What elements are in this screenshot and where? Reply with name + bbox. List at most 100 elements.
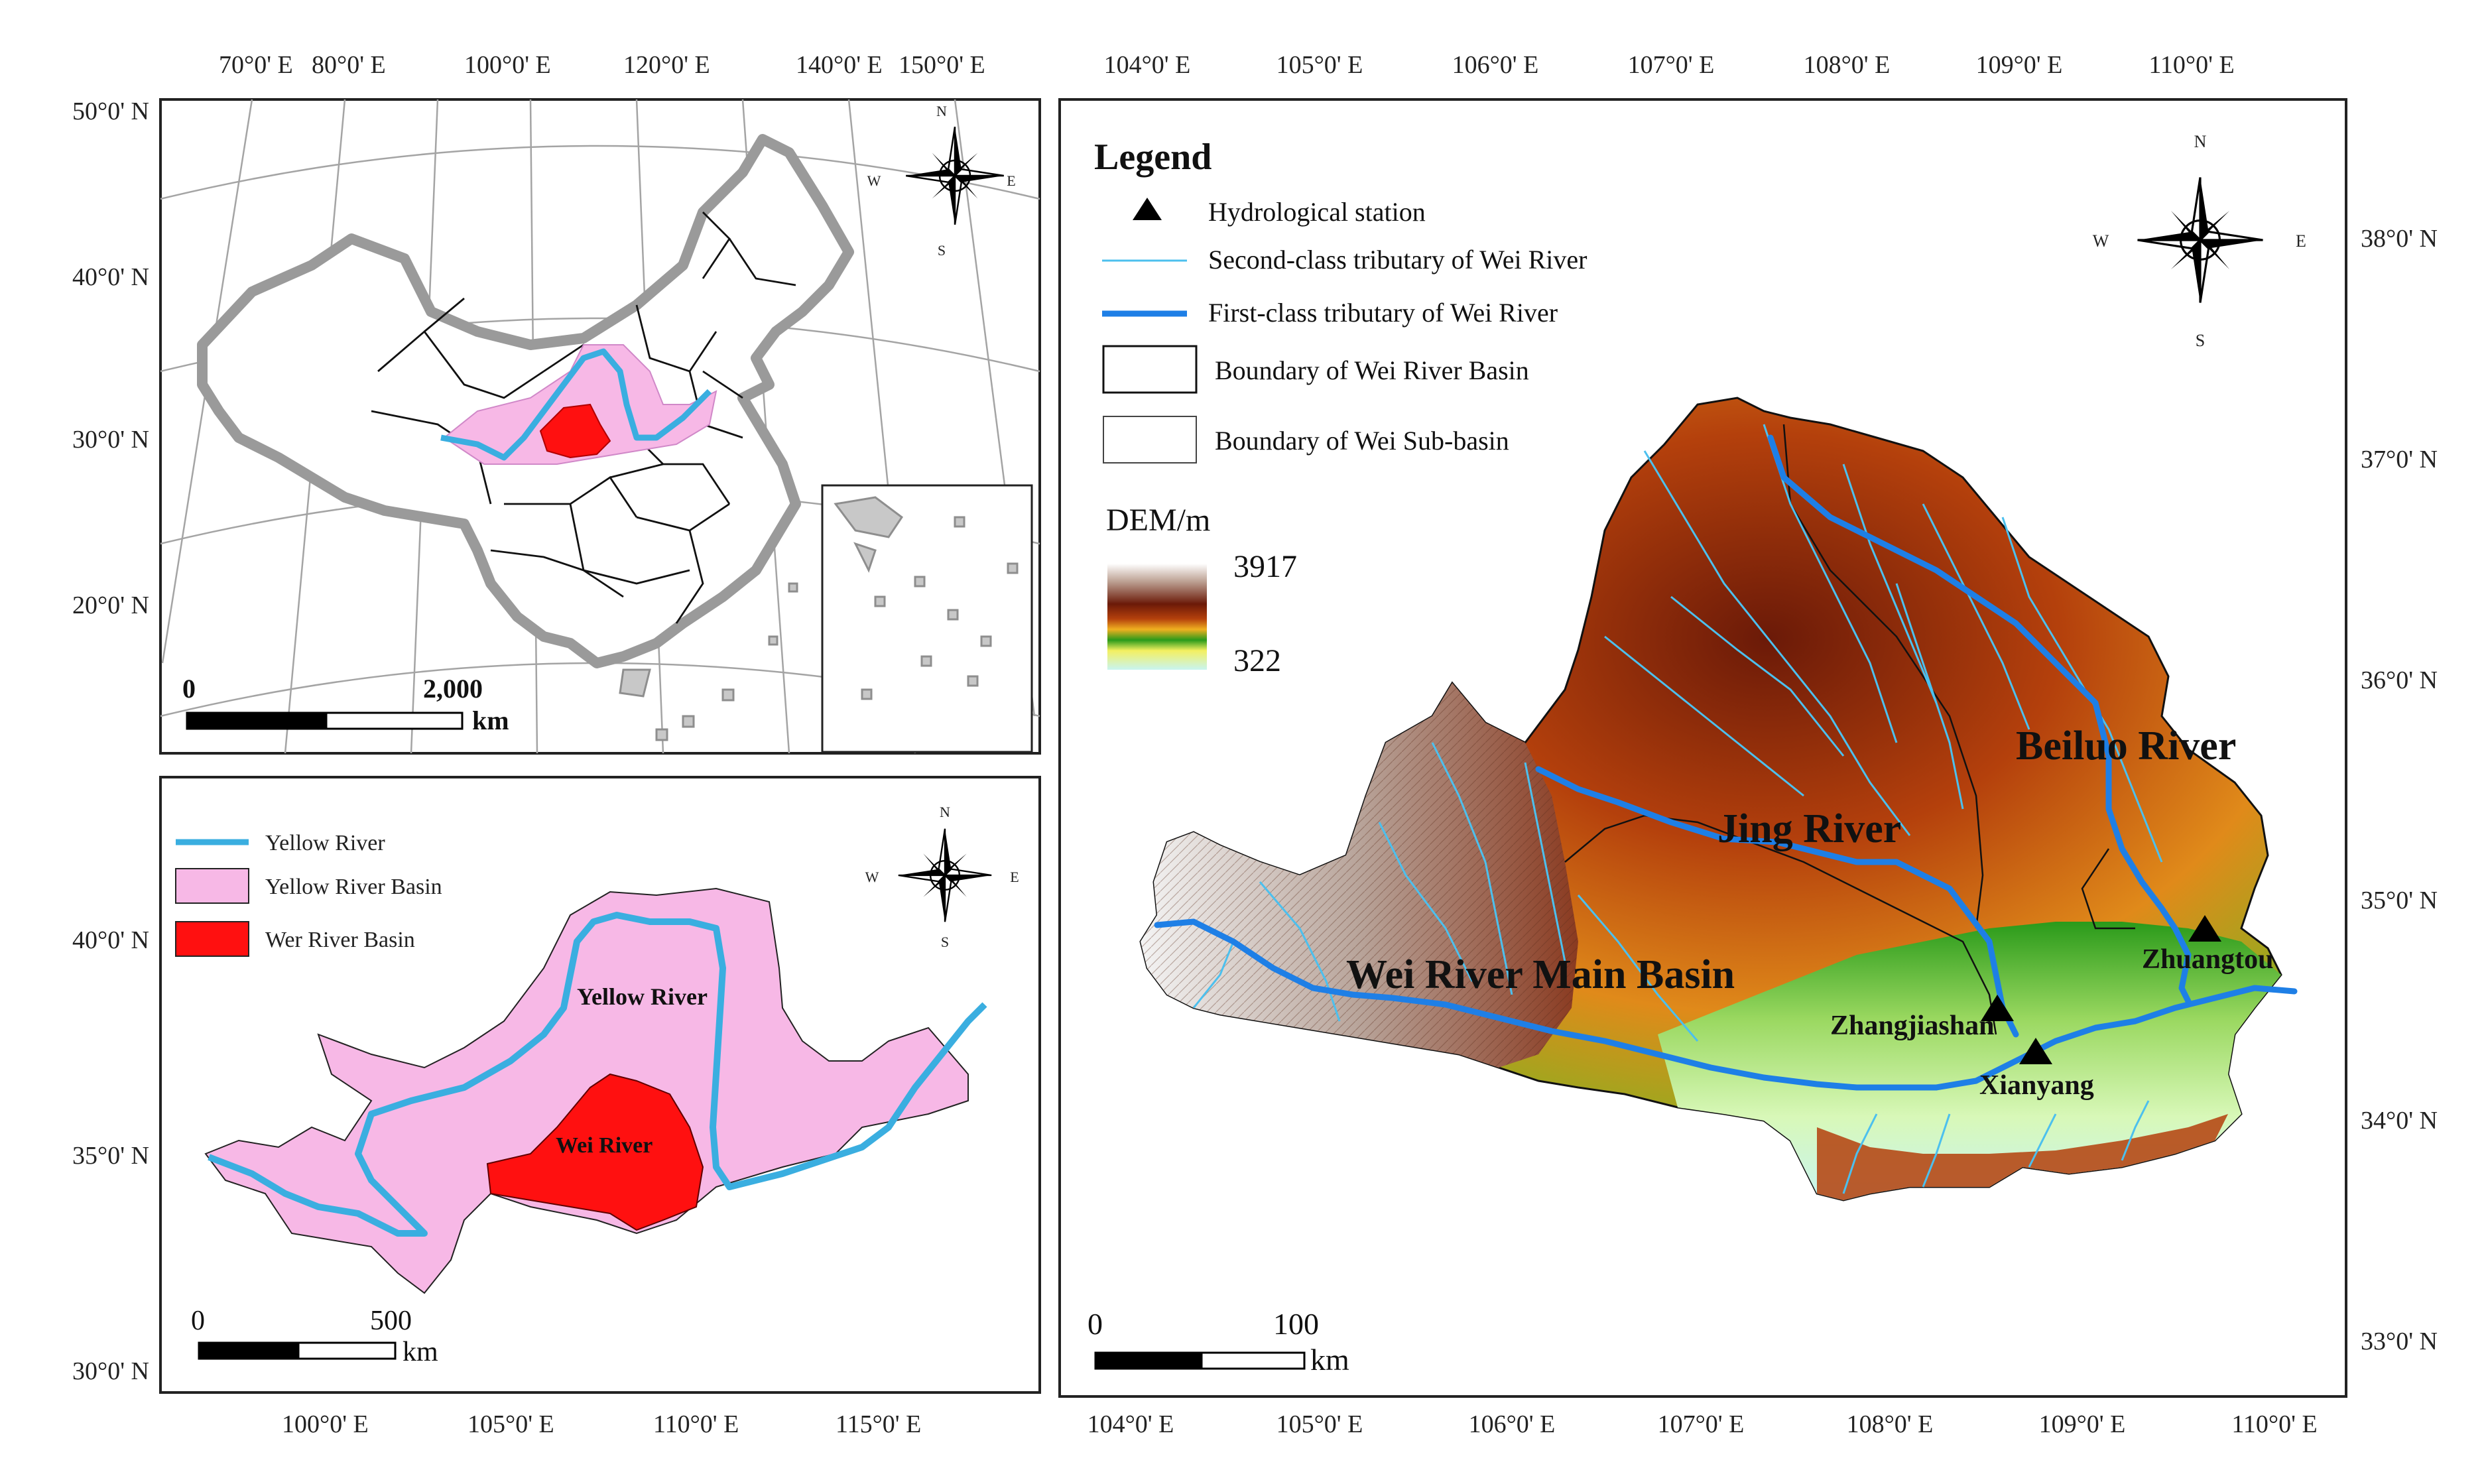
- yellow-lon-label: 115°0' E: [836, 1410, 921, 1438]
- china-overview-panel: 70°0' E 80°0' E 100°0' E 120°0' E 140°0'…: [72, 51, 1041, 755]
- china-lat-label: 50°0' N: [72, 97, 149, 125]
- wei-lat-label: 34°0' N: [2361, 1107, 2438, 1135]
- china-lon-label: 100°0' E: [464, 51, 551, 79]
- legend-basin-boundary-symbol: [1102, 345, 1198, 394]
- station-zhangjiashan-icon: [1981, 995, 2014, 1021]
- china-compass-e: E: [1007, 172, 1015, 189]
- china-lon-label: 120°0' E: [623, 51, 710, 79]
- second-class-tributaries: [1192, 424, 2163, 1194]
- yellow-compass-e: E: [1010, 869, 1019, 885]
- china-compass-s: S: [938, 242, 946, 259]
- yellow-legend: Yellow River Yellow River Basin Wer Rive…: [175, 831, 442, 957]
- yellow-scale-min: 0: [191, 1306, 205, 1336]
- yellow-lon-label: 100°0' E: [282, 1410, 369, 1438]
- station-zhuangtou-icon: [2188, 915, 2221, 942]
- legend-station-symbol: [1133, 198, 1162, 220]
- wei-bottom-lon-label: 104°0' E: [1088, 1410, 1174, 1438]
- china-lat-label: 30°0' N: [72, 426, 149, 454]
- legend-second-class-label: Second-class tributary of Wei River: [1208, 245, 1587, 275]
- basin-label-jing-river: Jing River: [1717, 806, 1901, 851]
- wei-top-lon-label: 106°0' E: [1452, 51, 1539, 79]
- yellow-compass-n: N: [940, 804, 950, 820]
- china-compass-w: W: [867, 172, 881, 189]
- dem-west-texture: [1141, 683, 1578, 1068]
- wei-top-lon-label: 105°0' E: [1276, 51, 1363, 79]
- wei-basin-dem: Zhuangtou Zhangjiashan Xianyang Jing Riv…: [1139, 397, 2298, 1202]
- legend-dem-max: 3917: [1233, 549, 1297, 584]
- wei-compass-s: S: [2196, 331, 2205, 350]
- legend-wei-basin-label: Wer River Basin: [265, 928, 415, 952]
- yellow-lat-label: 30°0' N: [72, 1357, 149, 1385]
- wei-lat-label: 37°0' N: [2361, 446, 2438, 473]
- legend-yellow-river-label: Yellow River: [265, 831, 385, 855]
- yellow-lon-label: 105°0' E: [467, 1410, 554, 1438]
- wei-compass-e: E: [2296, 231, 2306, 251]
- wei-lat-label: 36°0' N: [2361, 666, 2438, 694]
- yellow-scale-unit: km: [403, 1337, 438, 1367]
- yellow-lat-label: 40°0' N: [72, 926, 149, 954]
- china-wei-river-basin: [539, 403, 611, 459]
- wei-river-basin-area: [486, 1073, 704, 1231]
- first-class-tributaries: [1154, 434, 2298, 1091]
- china-yellow-river-line: [440, 348, 712, 461]
- china-lon-label: 70°0' E: [219, 51, 293, 79]
- yellow-river-line: [208, 912, 987, 1237]
- wei-bottom-lon-label: 109°0' E: [2039, 1410, 2126, 1438]
- yellow-scale-bar: [198, 1341, 397, 1360]
- wei-top-lon-label: 108°0' E: [1804, 51, 1891, 79]
- legend-yellow-basin-label: Yellow River Basin: [265, 875, 442, 899]
- wei-top-lon-label: 104°0' E: [1104, 51, 1191, 79]
- yellow-lat-label: 35°0' N: [72, 1142, 149, 1170]
- china-lon-label: 150°0' E: [899, 51, 985, 79]
- basin-label-wei-main: Wei River Main Basin: [1346, 952, 1735, 997]
- legend-yellow-basin-symbol: [175, 868, 249, 904]
- station-label-zhangjiashan: Zhangjiashan: [1830, 1011, 1994, 1041]
- inset-islands: [834, 496, 1019, 700]
- china-scale-unit: km: [472, 706, 509, 735]
- yellow-compass-w: W: [865, 869, 879, 885]
- wei-top-lon-label: 109°0' E: [1976, 51, 2063, 79]
- map-label-yellow-river: Yellow River: [577, 983, 708, 1010]
- china-compass-n: N: [936, 103, 947, 119]
- china-lon-label: 140°0' E: [796, 51, 883, 79]
- china-lat-label: 20°0' N: [72, 591, 149, 619]
- wei-top-lon-label: 110°0' E: [2148, 51, 2234, 79]
- wei-scale-min: 0: [1088, 1307, 1103, 1341]
- dem-guanzhong-plain: [1658, 922, 2281, 1200]
- wei-legend: Legend Hydrological station Second-class…: [1094, 137, 1587, 678]
- station-label-zhuangtou: Zhuangtou: [2142, 944, 2273, 975]
- wei-bottom-lon-label: 110°0' E: [2231, 1410, 2317, 1438]
- wei-bottom-lon-label: 105°0' E: [1276, 1410, 1363, 1438]
- station-label-xianyang: Xianyang: [1979, 1070, 2094, 1101]
- wei-scale-max: 100: [1273, 1307, 1319, 1341]
- map-label-wei-river: Wei River: [556, 1133, 653, 1158]
- coast-islands: [619, 582, 798, 741]
- wei-scale-bar: [1094, 1351, 1306, 1370]
- hydrological-stations: [1981, 915, 2221, 1064]
- china-scale-min: 0: [182, 674, 196, 704]
- legend-wei-basin-symbol: [175, 921, 249, 957]
- legend-basin-boundary-label: Boundary of Wei River Basin: [1215, 355, 1529, 385]
- legend-dem-min: 322: [1233, 643, 1281, 678]
- basin-label-beiluo-river: Beiluo River: [2016, 723, 2236, 769]
- wei-lat-label: 38°0' N: [2361, 225, 2438, 253]
- yellow-lon-label: 110°0' E: [653, 1410, 739, 1438]
- dem-southern-ridge: [1817, 1114, 2228, 1200]
- wei-bottom-lon-label: 106°0' E: [1469, 1410, 1556, 1438]
- wei-bottom-lon-label: 108°0' E: [1847, 1410, 1934, 1438]
- china-lon-label: 80°0' E: [312, 51, 386, 79]
- legend-station-label: Hydrological station: [1208, 197, 1426, 227]
- wei-top-lon-label: 107°0' E: [1628, 51, 1715, 79]
- legend-dem-ramp: [1107, 564, 1207, 670]
- yellow-compass-s: S: [941, 934, 949, 950]
- wei-lat-label: 35°0' N: [2361, 887, 2438, 914]
- china-scale-bar: [186, 711, 464, 730]
- legend-sub-basin-boundary-symbol: [1103, 416, 1197, 464]
- legend-first-class-label: First-class tributary of Wei River: [1208, 298, 1558, 328]
- china-lat-label: 40°0' N: [72, 263, 149, 291]
- yellow-scale-max: 500: [370, 1306, 412, 1336]
- station-xianyang-icon: [2019, 1038, 2052, 1064]
- legend-title: Legend: [1094, 137, 1212, 178]
- legend-sub-basin-boundary-label: Boundary of Wei Sub-basin: [1215, 426, 1509, 456]
- yellow-river-panel: Yellow River Yellow River Basin Wer Rive…: [72, 776, 1041, 1438]
